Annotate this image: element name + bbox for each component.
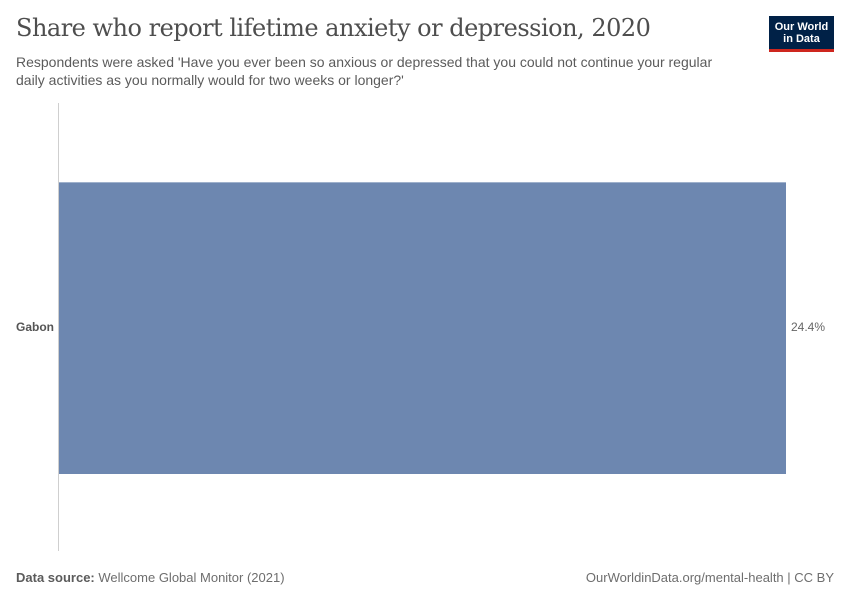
footer-link[interactable]: OurWorldinData.org/mental-health | CC BY — [585, 570, 834, 585]
logo-line-1: Our World — [774, 21, 829, 33]
chart-subtitle: Respondents were asked 'Have you ever be… — [16, 54, 713, 88]
chart-title: Share who report lifetime anxiety or dep… — [16, 14, 651, 42]
bar-gabon[interactable] — [59, 182, 786, 474]
value-label: 24.4% — [791, 320, 826, 334]
owid-logo[interactable]: Our World in Data — [769, 16, 834, 52]
category-label: Gabon — [16, 320, 54, 334]
data-source: Data source: Wellcome Global Monitor (20… — [16, 570, 285, 585]
source-label: Data source: — [16, 570, 95, 585]
source-value[interactable]: Wellcome Global Monitor (2021) — [98, 570, 285, 585]
logo-line-2: in Data — [783, 33, 820, 45]
y-axis-line — [58, 103, 59, 551]
